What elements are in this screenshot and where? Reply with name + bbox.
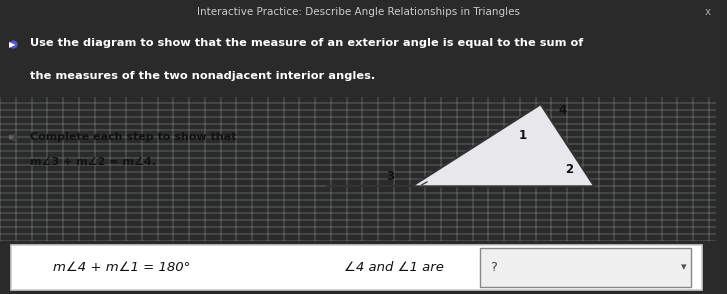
Text: Use the diagram to show that the measure of an exterior angle is equal to the su: Use the diagram to show that the measure… (30, 38, 583, 49)
Polygon shape (411, 104, 595, 186)
Text: 3: 3 (386, 170, 394, 183)
Text: ∠4 and ∠1 are: ∠4 and ∠1 are (344, 261, 443, 274)
Text: 4: 4 (558, 104, 567, 117)
Text: m∠3 + m∠2 = m∠4.: m∠3 + m∠2 = m∠4. (30, 157, 156, 167)
Text: ▾: ▾ (681, 263, 687, 273)
Text: ?: ? (491, 261, 497, 274)
Text: 1: 1 (518, 129, 527, 142)
Text: Complete each step to show that: Complete each step to show that (30, 132, 236, 142)
Text: m∠4 + m∠1 = 180°: m∠4 + m∠1 = 180° (53, 261, 190, 274)
FancyBboxPatch shape (11, 245, 702, 290)
Text: Interactive Practice: Describe Angle Relationships in Triangles: Interactive Practice: Describe Angle Rel… (196, 7, 520, 17)
Text: x: x (705, 7, 711, 17)
FancyBboxPatch shape (480, 248, 691, 287)
Text: ▶: ▶ (9, 134, 14, 140)
Text: 2: 2 (565, 163, 574, 176)
Text: ▶: ▶ (9, 40, 15, 49)
Text: the measures of the two nonadjacent interior angles.: the measures of the two nonadjacent inte… (30, 71, 375, 81)
